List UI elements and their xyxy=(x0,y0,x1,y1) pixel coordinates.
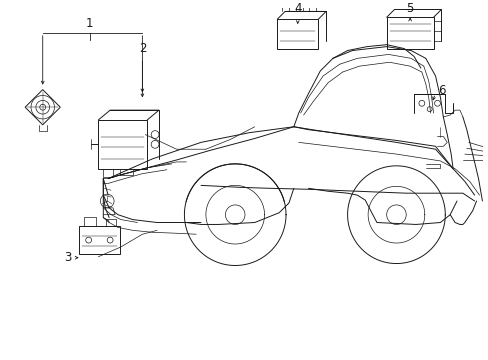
Text: 3: 3 xyxy=(63,251,71,264)
Text: 1: 1 xyxy=(86,17,93,30)
Bar xyxy=(277,19,318,49)
Text: 2: 2 xyxy=(139,42,146,55)
Text: 6: 6 xyxy=(438,84,445,97)
Text: 5: 5 xyxy=(406,3,413,15)
Bar xyxy=(386,17,433,49)
Text: 4: 4 xyxy=(293,3,301,15)
Bar xyxy=(98,120,147,169)
Bar xyxy=(79,226,120,254)
